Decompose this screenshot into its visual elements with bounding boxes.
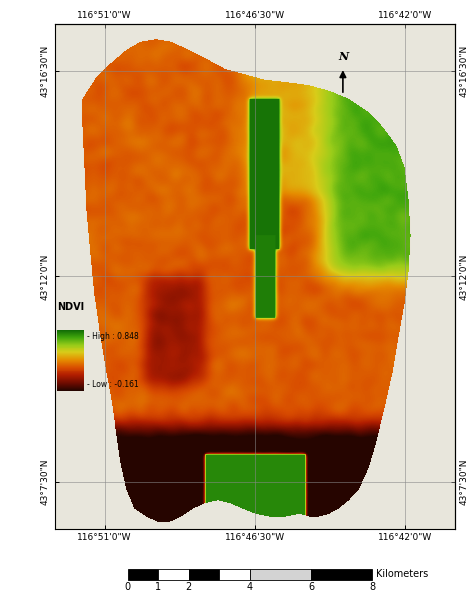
Text: 8: 8 [369, 582, 375, 592]
Text: - Low : -0.161: - Low : -0.161 [87, 380, 138, 389]
Bar [128, 569, 158, 580]
Text: 1: 1 [155, 582, 161, 592]
Text: NDVI: NDVI [57, 302, 84, 312]
Text: Kilometers: Kilometers [376, 569, 428, 579]
Text: 6: 6 [308, 582, 314, 592]
Text: 2: 2 [186, 582, 192, 592]
Bar [250, 569, 311, 580]
Bar [311, 569, 372, 580]
Text: N: N [338, 51, 348, 62]
Text: 0: 0 [125, 582, 131, 592]
Bar [158, 569, 189, 580]
Bar [189, 569, 219, 580]
Text: - High : 0.848: - High : 0.848 [87, 332, 138, 341]
Bar [219, 569, 250, 580]
Text: 4: 4 [247, 582, 253, 592]
